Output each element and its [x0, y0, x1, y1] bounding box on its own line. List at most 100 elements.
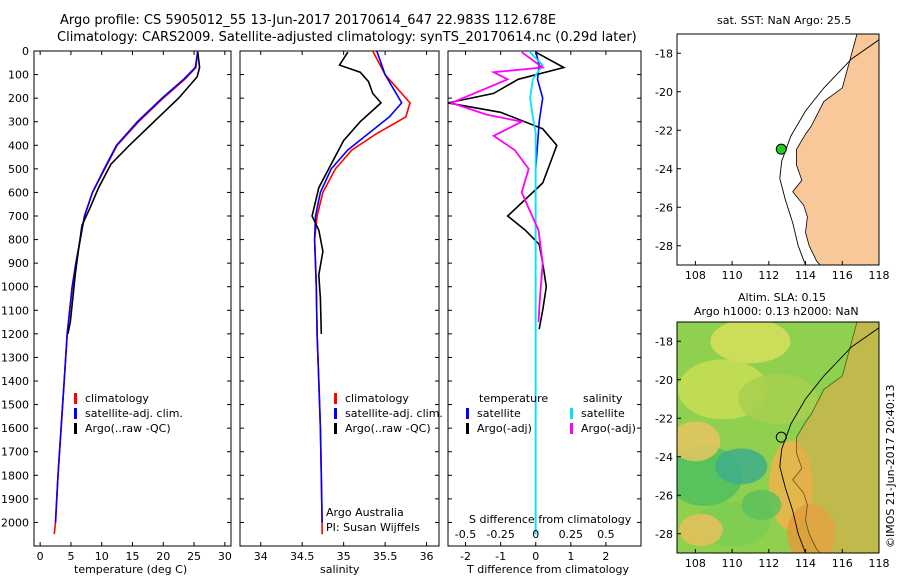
- legend-item-argo: Argo(..raw -QC): [74, 421, 183, 436]
- x2-tick-label: -0.25: [486, 528, 514, 541]
- x-tick-label: 20: [156, 550, 170, 563]
- y-tick-label: -20: [655, 374, 673, 387]
- x2-tick-label: 0: [532, 528, 539, 541]
- x-tick-label: 114: [795, 557, 816, 570]
- x-tick-label: 0: [532, 550, 539, 563]
- map-frame: [676, 321, 880, 554]
- x-tick-label: 35.5: [373, 550, 398, 563]
- legend-item-sal-sat: satellite: [570, 406, 636, 421]
- legend-title: temperature: [479, 392, 549, 405]
- sla-patch: [741, 489, 782, 520]
- y-tick-label: 1700: [1, 446, 29, 459]
- y-tick-label: -28: [655, 528, 673, 541]
- x-tick-label: 116: [832, 557, 853, 570]
- shelf-contour: [779, 327, 879, 553]
- legend-item-sal-argo: Argo(-adj): [570, 421, 636, 436]
- sal-legend: climatology satellite-adj. clim. Argo(..…: [334, 391, 443, 436]
- legend-item-climatology: climatology: [334, 391, 443, 406]
- x2-tick-label: 0.25: [559, 528, 584, 541]
- y-tick-label: 1200: [1, 328, 29, 341]
- profile-location-marker: [775, 143, 787, 155]
- x-tick-label: 36: [420, 550, 434, 563]
- sla-patch: [710, 322, 791, 364]
- map-top-title: sat. SST: NaN Argo: 25.5: [717, 14, 852, 27]
- x-tick-label: 35: [337, 550, 351, 563]
- y-tick-label: 200: [8, 92, 29, 105]
- temp-xlabel: temperature (deg C): [74, 563, 188, 576]
- y-tick-label: 1400: [1, 375, 29, 388]
- y-tick-label: 300: [8, 116, 29, 129]
- legend-item-satellite: satellite-adj. clim.: [334, 406, 443, 421]
- shelf-contour: [779, 39, 879, 265]
- diff-legend-right: salinity satellite Argo(-adj): [570, 391, 636, 436]
- figure-title-line1: Argo profile: CS 5905012_55 13-Jun-2017 …: [60, 13, 557, 28]
- x-tick-label: 1: [567, 550, 574, 563]
- x-tick-label: -2: [460, 550, 471, 563]
- diff-legend-left: temperature satellite Argo(-adj): [466, 391, 548, 436]
- y-tick-label: -18: [655, 335, 673, 348]
- series-line-argo-raw-qc-: [67, 52, 201, 335]
- legend-item-climatology: climatology: [74, 391, 183, 406]
- y-tick-label: 100: [8, 69, 29, 82]
- land-mass: [792, 322, 879, 553]
- legend-item-argo: Argo(..raw -QC): [334, 421, 443, 436]
- land-mass: [792, 34, 879, 265]
- sal-note-1: Argo Australia: [326, 506, 404, 519]
- y-tick-label: -28: [655, 240, 673, 253]
- map-layer: [779, 34, 879, 265]
- legend-label: satellite-adj. clim.: [85, 407, 183, 420]
- y-tick-label: -24: [655, 163, 673, 176]
- x-tick-label: 118: [869, 269, 890, 282]
- map-frame: [676, 33, 880, 266]
- legend-label: Argo(-adj): [477, 422, 532, 435]
- y-tick-label: 400: [8, 139, 29, 152]
- y-tick-label: 1800: [1, 469, 29, 482]
- x-tick-label: -1: [495, 550, 506, 563]
- y-tick-label: 600: [8, 186, 29, 199]
- y-tick-label: 1600: [1, 422, 29, 435]
- series-line-salinity-argo-adj-: [448, 51, 546, 323]
- map-layer: [677, 322, 879, 553]
- legend-item-temp-argo: Argo(-adj): [466, 421, 548, 436]
- y-tick-label: 1100: [1, 304, 29, 317]
- x-tick-label: 118: [869, 557, 890, 570]
- y-tick-label: -20: [655, 86, 673, 99]
- x-tick-label: 108: [685, 269, 706, 282]
- diff-top-label: S difference from climatology: [469, 513, 632, 526]
- imos-credit: ©IMOS 21-Jun-2017 20:40:13: [884, 384, 897, 548]
- x-tick-label: 34.5: [290, 550, 315, 563]
- legend-label: Argo(..raw -QC): [345, 422, 431, 435]
- series-line-satellite-adj-clim-: [313, 51, 403, 523]
- sal-note-2: PI: Susan Wijffels: [326, 521, 420, 534]
- legend-label: satellite-adj. clim.: [345, 407, 443, 420]
- legend-label: climatology: [345, 392, 409, 405]
- x-tick-label: 114: [795, 269, 816, 282]
- map-bottom-title-2: Argo h1000: 0.13 h2000: NaN: [694, 305, 859, 318]
- x-tick-label: 112: [758, 269, 779, 282]
- legend-item-temp-sat: satellite: [466, 406, 548, 421]
- y-tick-label: 0: [22, 45, 29, 58]
- y-tick-label: 1300: [1, 351, 29, 364]
- series-line-salinity-satellite: [528, 51, 544, 535]
- diff-xlabel: T difference from climatology: [467, 563, 629, 576]
- legend-item-satellite: satellite-adj. clim.: [74, 406, 183, 421]
- y-tick-label: 900: [8, 257, 29, 270]
- x-tick-label: 116: [832, 269, 853, 282]
- x2-tick-label: -0.5: [455, 528, 476, 541]
- series-line-temperature-argo-adj-: [448, 51, 566, 330]
- x-tick-label: 34: [254, 550, 268, 563]
- y-tick-label: 500: [8, 163, 29, 176]
- x2-tick-label: 0.5: [597, 528, 615, 541]
- sla-patch: [678, 513, 723, 546]
- profile-location-marker: [775, 431, 787, 443]
- x-tick-label: 10: [95, 550, 109, 563]
- y-tick-label: 1000: [1, 281, 29, 294]
- x-tick-label: 110: [722, 269, 743, 282]
- x-tick-label: 30: [218, 550, 232, 563]
- sla-patch: [677, 421, 721, 462]
- y-tick-label: -26: [655, 489, 673, 502]
- y-tick-label: -26: [655, 201, 673, 214]
- x-tick-label: 25: [187, 550, 201, 563]
- legend-title: salinity: [583, 392, 623, 405]
